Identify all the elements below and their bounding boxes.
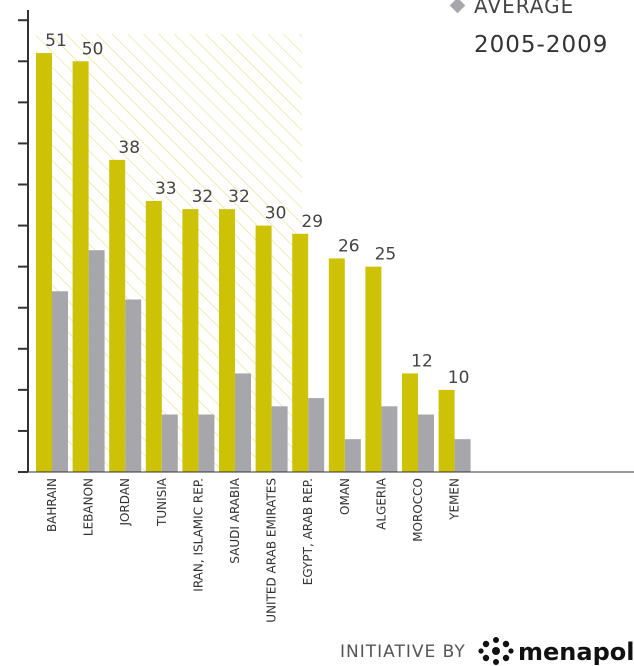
category-labels-group: BAHRAIN LEBANON JORDAN TUNISIA IRAN, ISLAMIC… <box>45 477 462 623</box>
bar-secondary <box>235 373 251 472</box>
category-label: BAHRAIN <box>45 478 59 532</box>
bar-secondary <box>271 406 288 472</box>
category-label: EGYPT, ARAB REP. <box>301 478 315 585</box>
bar-secondary <box>344 439 361 472</box>
value-label: 51 <box>45 31 67 51</box>
value-label: 38 <box>118 138 140 158</box>
category-label: JORDAN <box>118 478 132 527</box>
bar-secondary <box>52 291 68 472</box>
value-label: 10 <box>448 368 470 388</box>
category-label: ALGERIA <box>374 477 388 530</box>
bar-primary <box>402 373 418 472</box>
bar-primary <box>36 53 52 472</box>
initiative-label: INITIATIVE BY <box>340 642 466 662</box>
bar-primary <box>109 159 126 472</box>
bar-secondary <box>161 414 178 472</box>
bar-primary <box>72 61 89 473</box>
value-label: 33 <box>155 179 177 199</box>
category-label: SAUDI ARABIA <box>228 477 242 563</box>
value-label: 26 <box>338 236 360 256</box>
category-label: TUNISIA <box>155 477 169 527</box>
value-label: 30 <box>265 204 287 224</box>
category-label: UNITED ARAB EMIRATES <box>265 478 279 623</box>
bar-primary <box>145 200 162 472</box>
bar-primary <box>292 233 309 472</box>
value-label: 29 <box>301 212 323 232</box>
bar-secondary <box>454 439 471 472</box>
bar-primary <box>182 209 199 472</box>
menapolis-logo-icon <box>478 637 514 665</box>
value-labels-group: 51 50 38 33 32 32 30 29 26 25 12 10 <box>45 31 469 388</box>
value-label: 50 <box>82 39 104 59</box>
bar-primary <box>219 209 235 472</box>
bar-secondary <box>381 406 398 472</box>
category-label: OMAN <box>338 478 352 515</box>
bar-secondary <box>88 250 105 472</box>
brand-name: menapolis <box>518 638 634 666</box>
bar-secondary <box>308 398 325 472</box>
value-label: 12 <box>411 351 433 371</box>
legend-label: AVERAGE <box>474 0 575 18</box>
category-label: LEBANON <box>82 478 96 536</box>
bar-primary <box>438 389 455 472</box>
bars-group <box>36 53 471 473</box>
category-label: YEMEN <box>448 478 462 521</box>
category-label: IRAN, ISLAMIC REP. <box>191 478 205 592</box>
period-label: 2005-2009 <box>474 32 609 58</box>
value-label: 25 <box>375 245 397 265</box>
value-label: 32 <box>228 187 250 207</box>
axes-group <box>18 10 634 473</box>
bar-primary <box>328 258 345 472</box>
bar-primary <box>255 225 272 472</box>
value-label: 32 <box>192 187 214 207</box>
bar-primary <box>365 266 382 472</box>
bar-secondary <box>125 299 142 472</box>
bar-secondary <box>418 414 434 472</box>
bar-secondary <box>198 414 215 472</box>
category-label: MOROCCO <box>411 478 425 542</box>
